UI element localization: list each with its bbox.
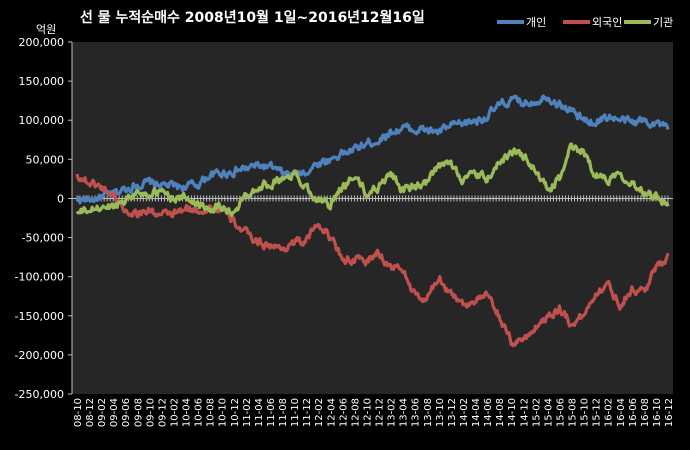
chart-title: 선 물 누적순매수 2008년10월 1일~2016년12월16일 bbox=[80, 9, 425, 26]
x-tick-label: 13-08 bbox=[423, 398, 434, 427]
x-tick-label: 16-10 bbox=[652, 398, 663, 427]
x-axis: 08-10 08-12 09-02 09-04 09-06 09-08 09-10 09-12… bbox=[72, 195, 675, 427]
x-tick-label: 16-04 bbox=[616, 398, 627, 427]
legend-label: 외국인 bbox=[592, 16, 622, 29]
x-tick-label: 15-12 bbox=[592, 398, 603, 427]
x-tick-label: 09-10 bbox=[145, 398, 156, 427]
x-tick-label: 10-06 bbox=[194, 398, 205, 427]
x-tick-label: 15-10 bbox=[580, 398, 591, 427]
x-tick-label: 13-06 bbox=[411, 398, 422, 427]
x-tick-label: 10-08 bbox=[206, 398, 217, 427]
x-tick-label: 08-10 bbox=[73, 398, 84, 427]
x-tick-label: 10-12 bbox=[230, 398, 241, 427]
x-tick-label: 09-12 bbox=[157, 398, 168, 427]
x-tick-label: 10-04 bbox=[182, 398, 193, 427]
x-tick-label: 13-10 bbox=[435, 398, 446, 427]
series-layer bbox=[75, 94, 670, 348]
x-tick-label: 15-02 bbox=[531, 398, 542, 427]
x-tick-label: 14-08 bbox=[495, 398, 506, 427]
x-tick-label: 15-08 bbox=[568, 398, 579, 427]
x-tick-label: 13-04 bbox=[399, 398, 410, 427]
x-tick-label: 14-02 bbox=[459, 398, 470, 427]
series-line bbox=[75, 173, 670, 348]
y-tick-label: -50,000 bbox=[22, 232, 64, 245]
x-tick-label: 12-02 bbox=[314, 398, 325, 427]
x-tick-label: 09-02 bbox=[97, 398, 108, 427]
x-tick-label: 12-06 bbox=[338, 398, 349, 427]
x-tick-label: 10-02 bbox=[169, 398, 180, 427]
legend-label: 개인 bbox=[526, 16, 546, 29]
y-tick-label: -100,000 bbox=[15, 271, 64, 284]
x-tick-label: 11-12 bbox=[302, 398, 313, 427]
x-tick-label: 09-04 bbox=[109, 398, 120, 427]
x-tick-label: 13-12 bbox=[447, 398, 458, 427]
x-tick-label: 12-08 bbox=[350, 398, 361, 427]
x-tick-label: 08-12 bbox=[85, 398, 96, 427]
x-tick-label: 11-06 bbox=[266, 398, 277, 427]
x-tick-label: 10-10 bbox=[218, 398, 229, 427]
plot-area bbox=[72, 42, 673, 394]
x-tick-label: 15-04 bbox=[543, 398, 554, 427]
y-tick-label: 100,000 bbox=[19, 114, 65, 127]
x-tick-label: 12-10 bbox=[362, 398, 373, 427]
y-unit-label: 억원 bbox=[36, 23, 56, 36]
x-tick-label: 14-06 bbox=[483, 398, 494, 427]
y-tick-label: -150,000 bbox=[15, 310, 64, 323]
x-tick-label: 13-02 bbox=[387, 398, 398, 427]
series-line bbox=[76, 94, 670, 205]
x-tick-label: 12-12 bbox=[375, 398, 386, 427]
x-tick-label: 16-06 bbox=[628, 398, 639, 427]
x-tick-label: 15-06 bbox=[555, 398, 566, 427]
x-tick-label: 14-10 bbox=[507, 398, 518, 427]
x-tick-label: 14-12 bbox=[519, 398, 530, 427]
legend: 개인 외국인 기관 bbox=[497, 16, 673, 29]
x-tick-label: 16-12 bbox=[664, 398, 675, 427]
x-tick-label: 09-08 bbox=[133, 398, 144, 427]
x-tick-label: 09-06 bbox=[121, 398, 132, 427]
y-tick-label: 200,000 bbox=[19, 36, 65, 49]
x-tick-label: 11-08 bbox=[278, 398, 289, 427]
x-tick-label: 11-04 bbox=[254, 398, 265, 427]
x-tick-label: 16-08 bbox=[640, 398, 651, 427]
x-tick-label: 16-02 bbox=[604, 398, 615, 427]
y-tick-label: 0 bbox=[57, 192, 64, 205]
y-axis: 200,000 150,000 100,000 50,000 0 -50,000 -100,… bbox=[15, 36, 73, 401]
y-tick-label: -250,000 bbox=[15, 388, 64, 401]
x-tick-label: 12-04 bbox=[326, 398, 337, 427]
series-line bbox=[75, 142, 670, 217]
y-tick-label: -200,000 bbox=[15, 349, 64, 362]
y-tick-label: 150,000 bbox=[19, 75, 65, 88]
y-tick-label: 50,000 bbox=[26, 153, 65, 166]
x-tick-label: 11-02 bbox=[242, 398, 253, 427]
legend-label: 기관 bbox=[653, 16, 673, 29]
x-tick-label: 11-10 bbox=[290, 398, 301, 427]
x-tick-label: 14-04 bbox=[471, 398, 482, 427]
